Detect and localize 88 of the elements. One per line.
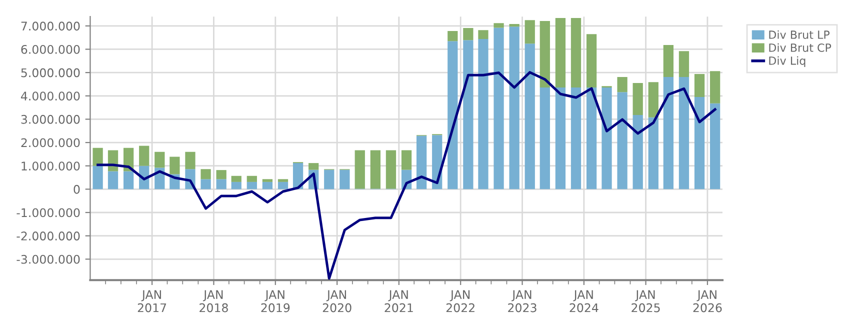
bar <box>92 148 103 166</box>
bar <box>632 83 643 116</box>
bar <box>494 23 504 28</box>
bar <box>540 21 550 88</box>
bar <box>246 176 257 182</box>
x-tick-label: JAN 2017 <box>138 290 166 312</box>
y-tick-label: 7.000.000 <box>21 22 80 31</box>
bar <box>216 170 226 180</box>
bar <box>632 115 643 190</box>
y-tick-label: 6.000.000 <box>21 44 80 54</box>
bar <box>540 87 550 190</box>
bar <box>200 169 211 180</box>
bar <box>139 146 150 166</box>
bar <box>710 103 720 190</box>
y-tick-label: 0 <box>74 184 80 194</box>
bar <box>123 171 134 190</box>
bar <box>586 87 597 190</box>
bar <box>524 20 535 44</box>
x-tick-label: JAN 2021 <box>384 290 413 312</box>
x-tick-label: JAN 2020 <box>322 290 352 312</box>
y-tick-label: 4.000.000 <box>20 92 80 101</box>
bar <box>694 74 705 98</box>
bar <box>694 97 705 190</box>
bar <box>401 150 412 170</box>
bar <box>663 76 674 190</box>
bar <box>170 156 180 174</box>
bar <box>617 92 628 190</box>
bar <box>200 179 211 190</box>
bar <box>478 30 488 39</box>
bar <box>509 26 520 190</box>
x-tick-label: JAN 2019 <box>261 290 290 312</box>
bar <box>308 163 319 170</box>
bar <box>494 28 504 190</box>
x-tick-label: JAN 2018 <box>200 290 228 312</box>
bar <box>663 45 674 77</box>
bar <box>340 170 350 190</box>
bar <box>278 182 288 190</box>
x-tick-label: JAN 2025 <box>632 290 660 312</box>
x-tick-label: JAN 2026 <box>693 290 722 312</box>
y-tick-label: -2.000.000 <box>16 232 80 240</box>
bar <box>262 182 273 190</box>
bar <box>246 182 257 190</box>
bar <box>416 136 427 190</box>
y-tick-label: 1.000.000 <box>22 162 80 171</box>
bar <box>370 150 380 189</box>
bar <box>648 82 658 118</box>
bar <box>324 170 334 190</box>
bar <box>92 166 103 190</box>
bar <box>448 41 458 190</box>
bar <box>216 179 226 190</box>
legend-label: Div Brut LP <box>769 30 830 39</box>
bar <box>710 71 720 104</box>
y-tick-label: 5.000.000 <box>21 68 80 78</box>
bar <box>154 152 165 168</box>
bar <box>185 152 196 170</box>
bar <box>602 87 612 190</box>
legend-label: Div Liq <box>769 56 806 68</box>
bar <box>678 76 690 190</box>
bar <box>555 87 566 190</box>
bar <box>463 28 474 40</box>
bar <box>278 179 288 182</box>
bar <box>570 18 582 88</box>
y-tick-label: 2.000.000 <box>21 138 80 148</box>
bar <box>386 150 396 189</box>
bar <box>262 179 273 182</box>
bar <box>617 76 628 92</box>
x-tick-label: JAN 2024 <box>570 290 598 312</box>
legend-label: Div Brut CP <box>769 43 832 52</box>
bar <box>463 40 474 190</box>
bar <box>648 117 658 190</box>
bar <box>678 51 690 77</box>
x-tick-label: JAN 2022 <box>446 290 474 312</box>
y-tick-label: -1.000.000 <box>16 208 80 218</box>
bar <box>231 182 242 190</box>
bar <box>509 24 520 27</box>
bar <box>570 87 582 190</box>
bar <box>524 44 535 190</box>
bar <box>448 31 458 42</box>
bar <box>478 38 488 190</box>
y-tick-label: 3.000.000 <box>21 114 80 124</box>
bar <box>354 150 365 189</box>
bar <box>108 171 118 190</box>
bar <box>231 176 242 182</box>
line-series <box>96 71 716 280</box>
x-tick-label: JAN 2023 <box>508 290 536 312</box>
y-tick-label: -3.000.000 <box>16 254 80 264</box>
bar <box>555 18 566 88</box>
bar <box>586 34 597 88</box>
